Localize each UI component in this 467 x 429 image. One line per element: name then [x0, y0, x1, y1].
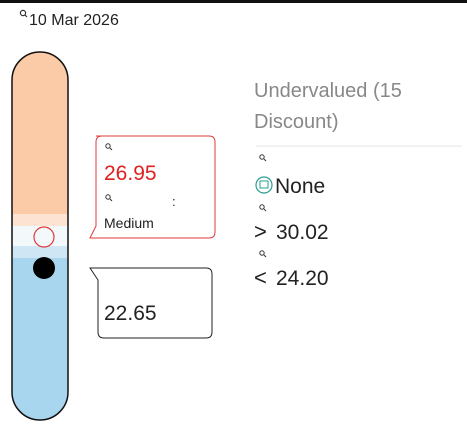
fair-callout: [89, 267, 213, 339]
lower-symbol: <: [254, 265, 267, 290]
date: 10 Mar 2026: [29, 12, 119, 29]
fair-value: 22.65: [104, 302, 157, 325]
current-callout: [89, 135, 216, 239]
search-icon: [259, 204, 267, 212]
upper-symbol: >: [254, 219, 267, 244]
top-rule: [0, 0, 467, 3]
current-label: Medium: [104, 215, 154, 231]
search-icon: [19, 9, 28, 18]
status-box: Undervalued (15 Discount): [254, 80, 402, 133]
current-marker: [33, 226, 55, 248]
search-icon: [105, 194, 113, 202]
thermometer: [12, 52, 68, 420]
separator: :: [172, 194, 176, 209]
signal: None: [275, 175, 325, 198]
calendar-icon: [255, 176, 273, 194]
lower-value: 24.20: [276, 267, 329, 290]
upper-value: 30.02: [276, 221, 329, 244]
fair-marker: [33, 257, 55, 279]
current-value: 26.95: [104, 162, 157, 185]
thermometer-outline: [11, 51, 69, 421]
search-icon: [259, 250, 267, 258]
status: Undervalued (15 Discount): [254, 80, 402, 133]
search-icon: [259, 154, 267, 162]
search-icon: [105, 143, 113, 151]
